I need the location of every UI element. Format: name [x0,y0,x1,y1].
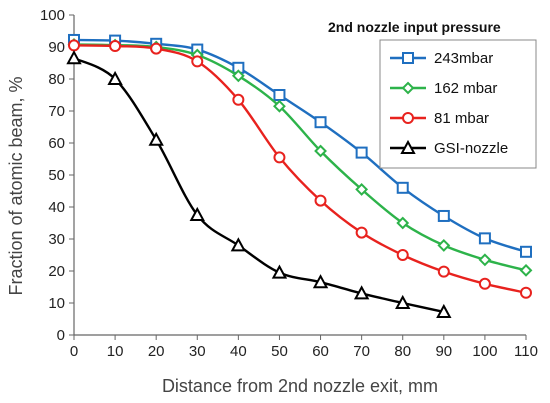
x-tick-label: 100 [472,343,497,360]
series-81-mbar [68,39,532,299]
legend: 2nd nozzle input pressure 243mbar 162 mba… [328,19,537,169]
x-tick-label: 20 [148,343,165,360]
data-point [396,249,409,261]
data-point [314,116,327,129]
legend-items: 243mbar 162 mbar 81 mbar GSI-nozzle [390,50,508,157]
y-tick-label: 20 [48,263,65,280]
x-tick-label: 110 [514,343,538,360]
data-point [66,50,82,65]
data-point [396,181,409,194]
y-tick-label: 10 [48,295,65,312]
data-point [230,237,247,252]
data-point [436,303,452,318]
x-tick-label: 70 [353,343,370,360]
data-point [148,131,164,146]
y-tick-label: 70 [48,103,65,120]
data-point [232,93,245,106]
y-axis-label: Fraction of atomic beam, % [6,76,26,295]
legend-label: 162 mbar [434,80,497,97]
x-tick-label: 90 [435,343,452,360]
x-tick-label: 80 [394,343,411,360]
x-tick-label: 60 [312,343,329,360]
data-point [437,209,450,222]
data-point [107,70,123,85]
y-tick-label: 90 [48,39,65,56]
data-point [273,89,286,101]
data-point [520,245,532,258]
series-line [73,57,445,314]
data-point [312,274,329,289]
y-tick-label: 60 [48,135,65,152]
legend-item: 81 mbar [390,110,489,127]
data-point [478,253,492,267]
y-tick-label: 30 [48,231,65,248]
axes [69,14,527,340]
x-tick-label: 10 [107,343,124,360]
data-point [109,40,122,53]
legend-marker [401,81,415,95]
legend-title: 2nd nozzle input pressure [328,19,501,35]
data-point [478,277,491,290]
data-point [478,232,491,245]
legend-marker [402,52,414,64]
data-point [150,42,163,55]
legend-marker [400,139,416,154]
data-point [519,263,533,277]
legend-item: GSI-nozzle [390,139,508,157]
series-layer [66,33,533,318]
data-point [437,238,451,252]
x-tick-label: 0 [70,343,78,360]
x-axis-label: Distance from 2nd nozzle exit, mm [162,376,438,396]
data-point [353,285,370,300]
data-point [355,182,369,196]
data-point [437,265,450,278]
data-point [191,55,204,68]
legend-label: 243mbar [434,50,493,67]
legend-label: GSI-nozzle [434,140,508,157]
data-point [68,39,80,52]
x-tick-label: 50 [271,343,288,360]
data-point [271,264,288,279]
data-point [314,144,327,158]
data-point [396,216,410,230]
y-tick-labels: 0 10 20 30 40 50 60 70 80 90 100 [40,7,65,344]
data-point [273,99,286,113]
data-point [231,69,245,83]
x-tick-label: 30 [189,343,206,360]
series-gsi-nozzle [66,50,452,318]
y-tick-label: 0 [57,327,65,344]
y-tick-label: 100 [40,7,65,24]
data-point [189,206,205,221]
y-tick-label: 80 [48,71,65,88]
legend-label: 81 mbar [434,110,489,127]
data-point [314,194,327,207]
y-tick-label: 40 [48,199,65,216]
data-point [273,151,286,164]
data-point [355,226,368,239]
data-point [520,286,532,299]
legend-item: 243mbar [390,50,493,67]
y-tick-label: 50 [48,167,65,184]
data-point [355,146,368,159]
legend-marker [402,112,414,124]
data-point [395,294,411,309]
legend-item: 162 mbar [390,80,497,97]
x-tick-label: 40 [230,343,247,360]
x-tick-labels: 0 10 20 30 40 50 60 70 80 90 100 110 [70,343,538,360]
